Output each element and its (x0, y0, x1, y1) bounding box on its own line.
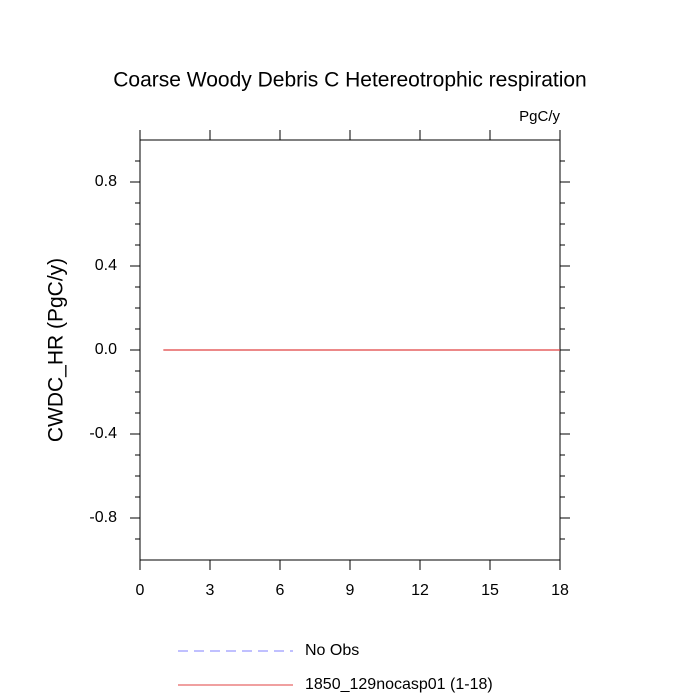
y-tick-label: -0.4 (89, 425, 117, 442)
y-axis-label: CWDC_HR (PgC/y) (45, 258, 68, 442)
x-tick-label: 18 (551, 582, 569, 599)
x-tick-label: 9 (346, 582, 355, 599)
legend-label: 1850_129nocasp01 (1-18) (305, 676, 493, 693)
y-tick-label: 0.4 (95, 257, 117, 274)
units-label: PgC/y (519, 108, 560, 125)
x-tick-label: 6 (276, 582, 285, 599)
x-tick-label: 0 (136, 582, 145, 599)
legend-label: No Obs (305, 642, 359, 659)
y-tick-label: 0.0 (95, 341, 117, 358)
y-tick-label: 0.8 (95, 173, 117, 190)
chart-title: Coarse Woody Debris C Hetereotrophic res… (113, 69, 586, 92)
x-tick-label: 15 (481, 582, 499, 599)
y-tick-label: -0.8 (89, 509, 117, 526)
x-tick-label: 3 (206, 582, 215, 599)
x-tick-label: 12 (411, 582, 429, 599)
